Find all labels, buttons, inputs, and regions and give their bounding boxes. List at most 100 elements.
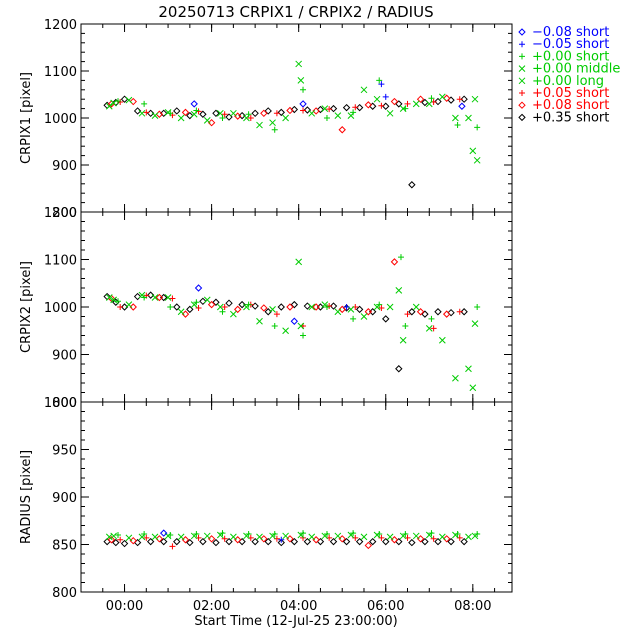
data-point (152, 534, 158, 540)
legend-marker (519, 29, 525, 35)
y-tick-label: 1100 (44, 254, 77, 269)
series--0-05-short (117, 96, 463, 549)
data-point (465, 534, 471, 540)
data-point (296, 259, 302, 265)
data-point (167, 304, 173, 310)
y-tick-label: 1000 (44, 301, 77, 316)
data-point (387, 110, 393, 116)
data-point (324, 115, 330, 121)
y-tick-label: 1200 (44, 206, 77, 221)
series--0-08-short (108, 95, 449, 548)
data-point (122, 541, 128, 547)
y-tick-label: 1100 (44, 65, 77, 80)
data-point (344, 105, 350, 111)
data-point (272, 127, 278, 133)
data-point (452, 115, 458, 121)
data-point (117, 304, 123, 310)
data-point (309, 110, 315, 116)
data-point (169, 543, 175, 549)
data-point (298, 77, 304, 83)
y-tick-label: 900 (52, 349, 77, 364)
legend-marker (519, 41, 525, 47)
data-point (178, 115, 184, 121)
data-point (196, 285, 202, 291)
data-point (261, 305, 267, 311)
data-point (398, 254, 404, 260)
data-point (435, 309, 441, 315)
y-tick-label: 1000 (44, 396, 77, 411)
data-point (230, 110, 236, 116)
data-point (300, 107, 306, 113)
y-tick-label: 900 (52, 491, 77, 506)
data-point (165, 295, 171, 301)
data-point (174, 108, 180, 114)
legend-marker (519, 102, 525, 108)
data-point (191, 101, 197, 107)
data-point (309, 534, 315, 540)
x-tick-label: 06:00 (367, 599, 404, 614)
data-point (256, 122, 262, 128)
data-point (400, 337, 406, 343)
data-point (474, 157, 480, 163)
data-point (413, 101, 419, 107)
data-point (300, 333, 306, 339)
data-point (178, 309, 184, 315)
data-point (296, 61, 302, 67)
data-point (352, 104, 358, 110)
data-point (391, 259, 397, 265)
x-tick-label: 04:00 (280, 599, 317, 614)
data-point (252, 110, 258, 116)
panel-radius: 800 850 900 950 1000 RADIUS [pixel] (19, 396, 512, 601)
data-point (474, 304, 480, 310)
data-point (361, 314, 367, 320)
data-point (272, 323, 278, 329)
chart: 20250713 CRPIX1 / CRPIX2 / RADIUS 800900… (0, 0, 640, 640)
data-point (457, 96, 463, 102)
data-point (304, 303, 310, 309)
y-axis-label: CRPIX2 [pixel] (19, 261, 34, 353)
data-point (452, 375, 458, 381)
data-point (402, 323, 408, 329)
series--0-35-short (104, 96, 467, 546)
data-point (226, 300, 232, 306)
series--0-00-short (115, 77, 480, 538)
data-point (335, 533, 341, 539)
data-point (335, 113, 341, 119)
data-point (383, 94, 389, 100)
data-point (383, 316, 389, 322)
data-point (283, 115, 289, 121)
y-tick-label: 1200 (44, 18, 77, 33)
series--0-00-long (106, 61, 480, 541)
data-point (361, 87, 367, 93)
data-point (256, 318, 262, 324)
data-point (139, 110, 145, 116)
data-point (230, 534, 236, 540)
series--0-00-middle (111, 77, 478, 540)
legend-marker (519, 114, 525, 120)
x-tick-label: 08:00 (454, 599, 491, 614)
x-axis-label: Start Time (12-Jul-25 23:00:00) (194, 614, 397, 629)
data-point (283, 328, 289, 334)
data-point (455, 122, 461, 128)
panel-frame (81, 212, 512, 402)
y-axis-label: CRPIX1 [pixel] (19, 72, 34, 164)
panel-frame (81, 24, 512, 212)
y-tick-label: 800 (52, 586, 77, 601)
data-point (335, 309, 341, 315)
x-tick-label: 00:00 (106, 599, 143, 614)
data-point (178, 534, 184, 540)
panel-crpix1: 800900100011001200CRPIX1 [pixel] (19, 18, 512, 221)
data-point (396, 287, 402, 293)
data-point (204, 533, 210, 539)
data-point (126, 535, 132, 541)
data-point (350, 316, 356, 322)
y-tick-label: 1000 (44, 112, 77, 127)
data-point (428, 316, 434, 322)
data-point (111, 533, 117, 539)
data-point (135, 294, 141, 300)
legend-marker (519, 66, 525, 72)
data-point (472, 96, 478, 102)
legend-marker (519, 90, 525, 96)
data-point (459, 103, 465, 109)
legend-marker (519, 53, 525, 59)
